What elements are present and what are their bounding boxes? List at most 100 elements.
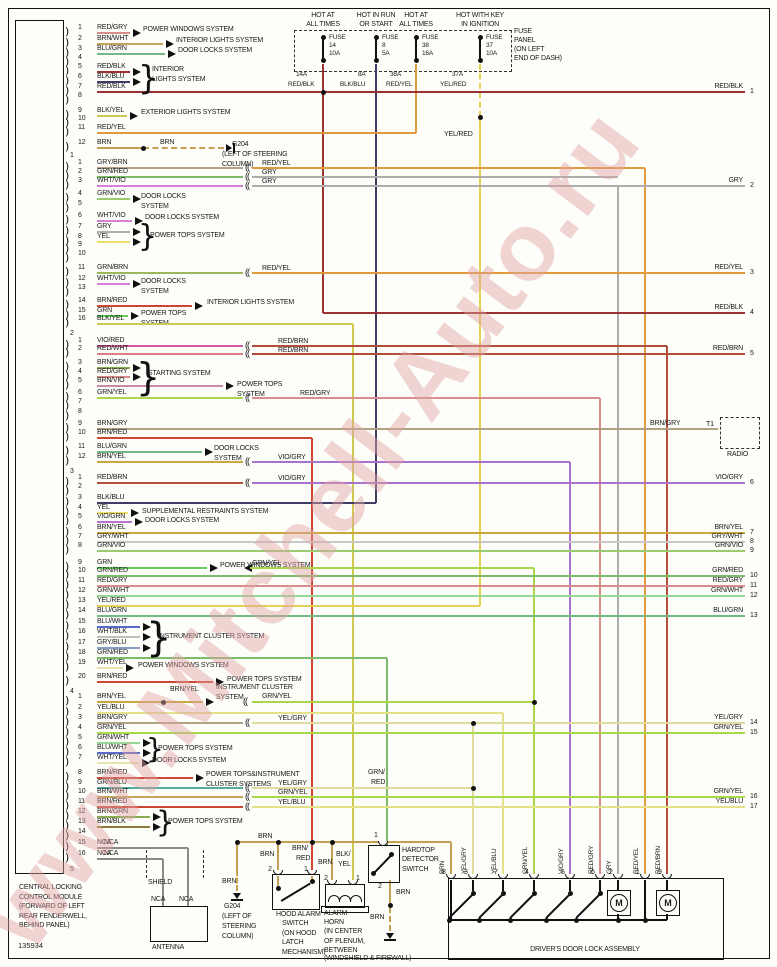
wire-color-label: NCA <box>97 839 112 846</box>
arrow-left-icon <box>244 564 252 572</box>
wire-color-label: NCA <box>179 896 194 903</box>
splice-icon: (( <box>245 477 250 487</box>
wire-color-label: BRN/GRN <box>97 808 128 815</box>
pin-number: 11 <box>78 264 85 271</box>
pin-number: 4 <box>78 190 82 197</box>
arrow-right-icon <box>143 633 151 641</box>
wire-line <box>322 64 324 313</box>
wire-line <box>502 880 504 891</box>
right-pin-number: 2 <box>750 182 754 189</box>
fuse-label: FUSE <box>486 34 503 41</box>
fuse-number: 38 <box>422 42 429 49</box>
wire-line <box>97 428 718 430</box>
pin-bracket-icon: ) <box>64 276 71 289</box>
junction-dot <box>413 57 419 63</box>
wire-color-label: GRY <box>97 223 112 230</box>
junction-dot <box>477 34 483 40</box>
pin-number: 4 <box>78 504 82 511</box>
pin-bracket-icon: ) <box>64 369 71 382</box>
junction-dot <box>160 699 166 705</box>
right-pin-number: 4 <box>750 309 754 316</box>
pin-number: 5 <box>78 63 82 70</box>
hot-feed-label: HOT WITH KEY <box>455 12 505 19</box>
pin-bracket-icon: ) <box>64 116 71 129</box>
component-pin-number: 1 <box>374 832 378 839</box>
arrow-right-icon <box>135 217 143 225</box>
pin-number: 1 <box>78 474 82 481</box>
wire-color-label: BLK/YEL <box>97 315 125 322</box>
wire-color-label: BRN/RED <box>97 798 128 805</box>
annotation-label: COLUMN) <box>222 161 254 168</box>
wire-line <box>617 880 619 890</box>
wire-color-label: GRN/YEL <box>262 693 292 700</box>
right-pin-number: 17 <box>750 803 758 810</box>
wire-line <box>252 806 745 808</box>
junction-dot <box>446 917 452 923</box>
pin-number: 3 <box>78 714 82 721</box>
junction-dot <box>275 885 281 891</box>
arrow-right-icon <box>226 382 234 390</box>
component-label: SWITCH <box>402 865 429 873</box>
wire-color-label: BRN/GRY <box>97 420 128 427</box>
wire-line <box>472 723 474 878</box>
component-label: BETWEEN <box>324 946 358 954</box>
wire-line <box>252 722 745 724</box>
pin-number: 3 <box>78 45 82 52</box>
fuse-label: FUSE <box>382 34 399 41</box>
pin-bracket-icon: ) <box>64 140 71 153</box>
connector-number: 2 <box>70 330 74 337</box>
pin-number: 16 <box>78 850 86 857</box>
component-pin-number: 1 <box>356 875 360 882</box>
wire-color-label: BLK/BLU <box>97 494 125 501</box>
system-destination-label: INSTRUMENT CLUSTER <box>216 684 293 691</box>
arrow-right-icon <box>133 195 141 203</box>
wire-color-label: RED/YEL <box>386 81 413 88</box>
door-lock-assembly-box <box>448 878 724 960</box>
fuse-output-pin: 8A <box>358 71 366 78</box>
wire-color-label: BRN <box>370 914 385 921</box>
connector-number: 1 <box>70 152 74 159</box>
wire-line <box>252 185 745 187</box>
wire-color-label: BRN/YEL <box>97 693 126 700</box>
wire-color-label: GRN/WHT <box>97 587 130 594</box>
wire-color-label: BRN/WHT <box>97 35 129 42</box>
ground-icon <box>386 933 394 939</box>
wire-color-label-vertical: RED/GRY <box>588 845 595 874</box>
wire-color-label: BRN/GRY <box>97 714 128 721</box>
wire-color-label: GRN/YEL <box>713 724 744 731</box>
wire-color-label: BLU/GRN <box>97 443 127 450</box>
pin-number: 5 <box>78 200 82 207</box>
pin-bracket-icon: ) <box>64 660 71 673</box>
pin-bracket-icon: ) <box>64 650 71 663</box>
pin-bracket-icon: ) <box>64 224 71 237</box>
wire-line <box>252 272 745 274</box>
wire-color-label: BRN <box>258 833 273 840</box>
junction-dot <box>567 890 573 896</box>
fuse-panel-label: FUSE <box>514 28 532 35</box>
pin-number: 2 <box>78 704 82 711</box>
wire-color-label: NCA <box>97 850 112 857</box>
fuse-number: 14 <box>329 42 336 49</box>
pin-bracket-icon: ) <box>64 421 71 434</box>
splice-icon: (( <box>245 456 250 466</box>
wire-line <box>97 167 243 169</box>
wire-line <box>252 167 645 169</box>
arrow-right-icon <box>142 759 150 767</box>
right-pin-number: 6 <box>750 479 754 486</box>
splice-icon: (( <box>245 171 250 181</box>
right-pin-number: 3 <box>750 269 754 276</box>
fuse-element <box>415 36 417 62</box>
wire-line <box>97 762 139 764</box>
wire-line <box>97 858 163 860</box>
system-destination-label: INTERIOR LIGHTS SYSTEM <box>176 37 263 44</box>
wire-color-label: YEL/RED <box>97 597 126 604</box>
pin-number: 7 <box>78 754 82 761</box>
pin-number: 9 <box>78 559 82 566</box>
motor-icon: M <box>659 894 677 912</box>
system-destination-label: POWER TOPS SYSTEM <box>158 745 233 752</box>
wire-color-label: RED/GRY <box>97 577 128 584</box>
pin-bracket-icon: ) <box>64 84 71 97</box>
pin-number: 6 <box>78 744 82 751</box>
wire-line <box>97 32 130 34</box>
